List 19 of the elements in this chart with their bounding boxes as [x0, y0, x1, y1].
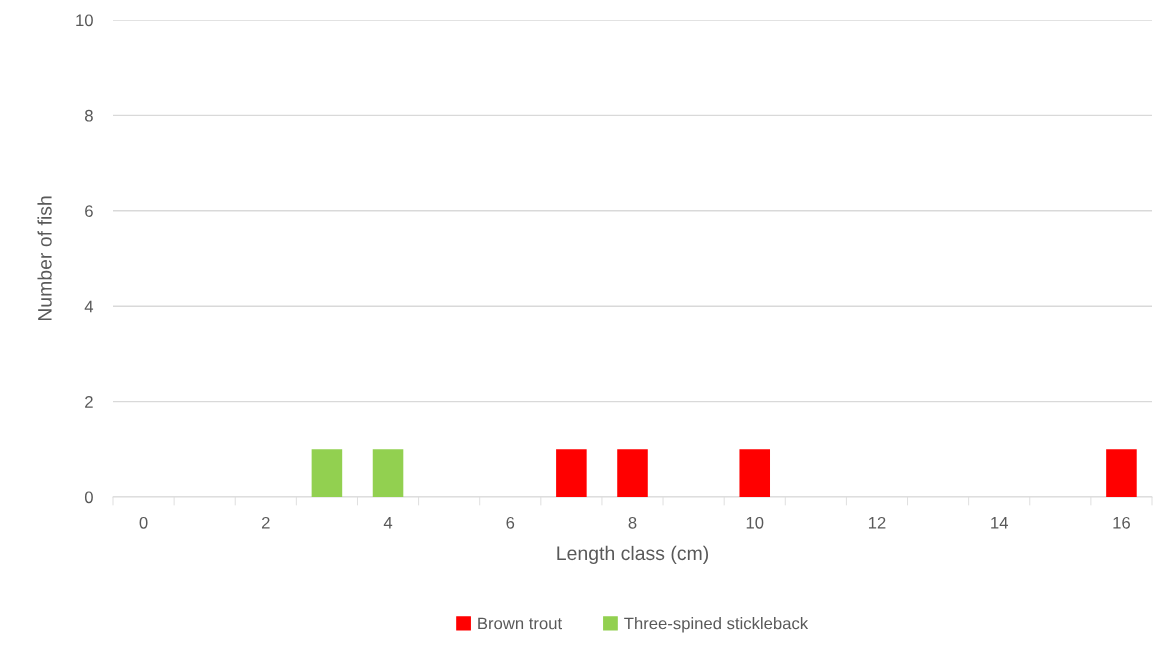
- x-tick-label: 6: [506, 516, 515, 529]
- x-tick-label: 12: [868, 516, 886, 529]
- x-tick-label: 8: [628, 516, 637, 529]
- x-tick-label: 16: [1113, 516, 1130, 529]
- x-tick-label: 14: [991, 517, 1008, 529]
- x-tick-label: 10: [746, 516, 764, 529]
- y-tick-label: 2: [85, 396, 93, 408]
- y-tick-label: 8: [85, 109, 93, 122]
- x-tick-label: 0: [139, 516, 148, 529]
- x-axis-title: Length class (cm): [557, 545, 709, 564]
- x-tick-label: 2: [262, 516, 270, 529]
- y-tick-label: 6: [85, 205, 93, 217]
- legend-label: Three-spined stickleback: [624, 617, 809, 633]
- y-tick-label: 4: [84, 300, 94, 313]
- legend-label: Brown trout: [478, 617, 562, 630]
- y-axis-title: Number of fish: [37, 196, 52, 321]
- y-tick-label: 0: [84, 491, 93, 504]
- y-tick-label: 10: [76, 14, 93, 27]
- x-tick-label: 4: [383, 517, 393, 529]
